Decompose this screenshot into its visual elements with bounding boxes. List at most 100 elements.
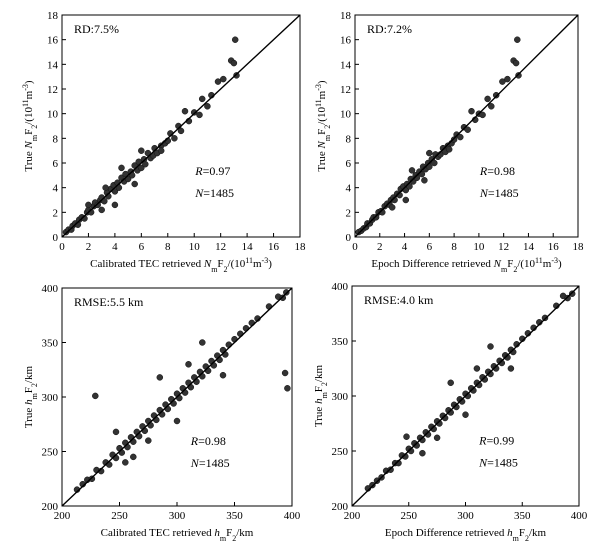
annotation-r: R=0.99 [478,433,514,447]
data-point [284,385,291,392]
x-tick-label: 2 [377,241,383,253]
x-tick-label: 12 [215,241,226,253]
y-tick-label: 0 [53,232,59,244]
data-point [457,133,464,141]
data-point [402,196,410,204]
y-tick-label: 200 [42,501,59,513]
data-point [111,201,119,209]
data-point [171,135,178,142]
annotation-n: N=1485 [190,456,230,470]
annotation-n: N=1485 [479,186,519,200]
data-point [85,201,92,209]
data-point [445,146,453,153]
data-point [138,164,145,172]
data-point [177,127,185,135]
y-tick-label: 4 [346,183,352,195]
x-tick-label: 8 [451,241,457,253]
data-point [421,177,428,184]
y-tick-label: 250 [42,447,59,459]
data-point [157,147,165,154]
data-point [130,453,137,461]
y-tick-label: 8 [53,133,59,145]
y-tick-label: 200 [332,501,349,513]
data-point [388,204,396,211]
data-point [507,365,515,372]
data-point [92,392,99,400]
y-tick-label: 10 [340,109,352,121]
x-axis-label: Calibrated TEC retrieved hmF2/km [101,527,254,543]
data-point [88,475,96,483]
y-tick-label: 250 [332,446,349,458]
data-point [504,75,511,83]
data-point [484,95,491,103]
data-point [488,103,495,110]
data-point [145,437,152,444]
data-point [464,126,471,133]
y-tick-label: 16 [340,35,352,47]
data-point [142,160,149,168]
y-tick-label: 18 [47,10,59,22]
annotation-metric: RMSE:5.5 km [74,295,144,309]
data-point [98,206,105,214]
data-point [447,379,454,387]
x-tick-label: 400 [571,510,588,522]
data-point [514,36,521,43]
annotation-r: R=0.97 [194,164,230,178]
identity-line [61,14,301,238]
chart-panel-1: 0 2 4 6 8 10 12 14 16 18 0 2 4 6 8 10 12 14 16 18 Calibrated… [21,10,307,274]
x-tick-label: 16 [268,241,280,253]
chart-panel-2: 0 2 4 6 8 10 12 14 16 18 0 2 4 6 8 10 12 14 16 18 Epoch Diff… [314,10,585,274]
y-axis-label: True hmF2/km [23,366,39,429]
y-tick-label: 350 [332,336,349,348]
x-tick-label: 6 [427,241,433,253]
data-point [198,95,206,103]
data-point [492,91,500,99]
x-tick-label: 350 [226,510,243,522]
data-point [487,343,494,350]
data-point [419,449,426,457]
x-tick-label: 6 [139,241,145,253]
data-point [214,78,222,85]
data-point [230,59,238,67]
data-point [204,103,211,110]
data-point [515,72,522,79]
y-tick-label: 12 [47,84,58,96]
data-point [112,428,120,436]
y-tick-label: 400 [332,281,349,293]
data-point [426,149,433,157]
x-tick-label: 400 [284,510,301,522]
y-tick-label: 12 [340,84,351,96]
data-point [196,111,203,119]
data-point [138,147,145,154]
data-point [564,294,571,302]
x-tick-label: 18 [573,241,585,253]
y-tick-label: 8 [346,133,352,145]
x-tick-label: 10 [473,241,485,253]
data-point [512,59,520,67]
y-tick-label: 2 [346,207,352,219]
data-point [122,459,129,466]
annotation-metric: RD:7.5% [74,22,119,36]
annotation-n: N=1485 [478,455,518,469]
annotation-metric: RD:7.2% [367,22,412,36]
x-tick-label: 18 [295,241,307,253]
y-tick-label: 6 [346,158,352,170]
data-point [387,466,394,473]
x-axis-label: Epoch Difference retrieved NmF2/(1011m-3… [371,256,562,274]
x-axis-label: Calibrated TEC retrieved NmF2/(1011m-3) [90,256,272,274]
y-tick-label: 300 [332,391,349,403]
x-tick-label: 200 [344,510,361,522]
x-tick-label: 200 [54,510,71,522]
plot-frame [61,14,301,238]
data-point [369,481,376,489]
y-tick-label: 350 [42,338,59,350]
x-tick-label: 12 [498,241,509,253]
data-point [199,339,206,346]
data-point [102,184,109,191]
identity-line [351,285,580,507]
y-axis-label: True NmF2/(1011m-3) [314,80,332,172]
x-tick-label: 8 [165,241,171,253]
data-point [473,365,481,372]
y-tick-label: 4 [53,183,59,195]
x-tick-label: 14 [523,241,535,253]
